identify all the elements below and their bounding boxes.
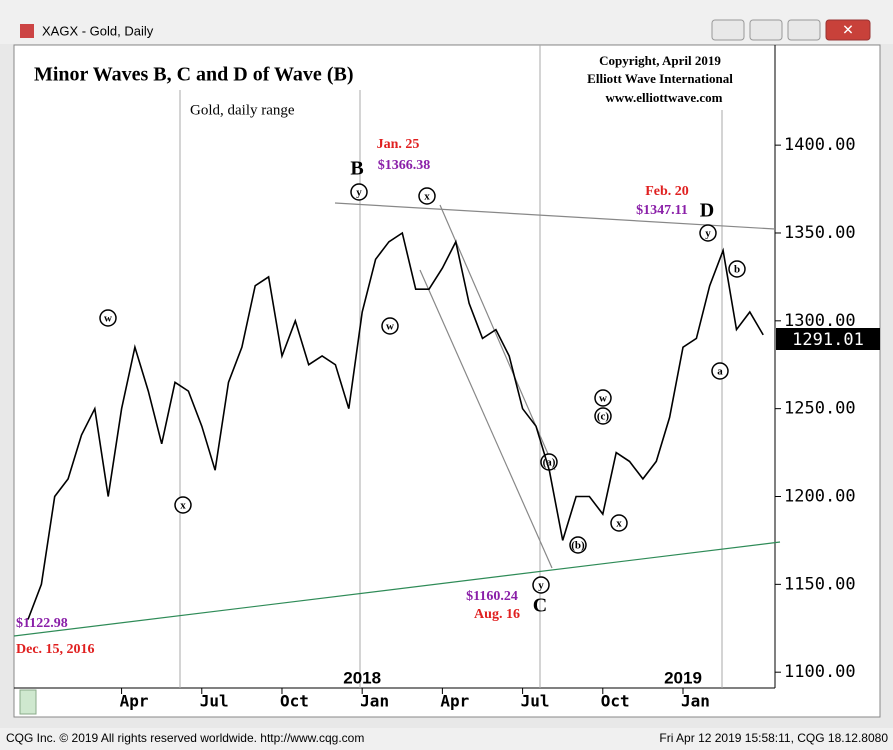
wave-circle (610, 514, 628, 532)
wave-label: b (734, 264, 740, 276)
annotation: Dec. 15, 2016 (16, 642, 95, 657)
x-tick-label: Apr (440, 692, 469, 711)
y-tick-label: 1400.00 (784, 135, 856, 155)
app-icon (20, 24, 34, 38)
wave-circle (699, 224, 717, 242)
wave-label: w (599, 393, 607, 405)
minimize-button[interactable] (749, 19, 783, 41)
x-tick-label: Jul (521, 692, 550, 711)
y-tick-label: 1250.00 (784, 399, 856, 419)
lower-trend-line (13, 541, 781, 637)
wave-letter: B (350, 158, 363, 180)
upper-trend-line (334, 202, 776, 230)
chart-subtitle: Gold, daily range (190, 102, 295, 118)
annotation: $1347.11 (636, 203, 688, 218)
y-tick-label: 1150.00 (784, 574, 856, 594)
annotation: Feb. 20 (645, 184, 689, 199)
maximize-button[interactable] (787, 19, 821, 41)
annotation: $1366.38 (378, 158, 431, 173)
plot: 1100.00 1150.00 1200.00 1250.00 1300.00 1350.… (27, 135, 856, 711)
last-price-box (776, 328, 880, 350)
copyright: Copyright, April 2019 (599, 53, 721, 68)
annotation: $1122.98 (16, 616, 68, 631)
annotation: Aug. 16 (474, 607, 520, 622)
annotation: Jan. 25 (377, 137, 420, 152)
wave-label: (b) (571, 540, 585, 552)
close-button[interactable] (825, 19, 871, 41)
x-year-label: 2018 (343, 668, 381, 687)
x-tick-label: Oct (601, 692, 630, 711)
wave-label: a (717, 366, 723, 378)
x-year-label: 2019 (664, 668, 702, 687)
x-tick-label: Jan (360, 692, 389, 711)
x-tick-label: Jul (200, 692, 229, 711)
wave-circle (594, 389, 612, 407)
wave-circle (174, 496, 192, 514)
y-tick-label: 1300.00 (784, 311, 856, 331)
status-left: CQG Inc. © 2019 All rights reserved worl… (6, 731, 364, 745)
chart-title: Minor Waves B, C and D of Wave (B) (34, 64, 353, 86)
wave-label: w (386, 321, 394, 333)
wave-label: x (180, 500, 186, 512)
wave-circle (99, 309, 117, 327)
wave-label: x (616, 518, 622, 530)
last-price: 1291.01 (792, 330, 864, 350)
wave-circle (350, 183, 368, 201)
wave-circle (569, 536, 587, 554)
status-right: Fri Apr 12 2019 15:58:11, CQG 18.12.8080 (659, 731, 888, 745)
y-tick-label: 1200.00 (784, 487, 856, 507)
copyright: www.elliottwave.com (606, 90, 723, 105)
wave-circles: y x w w x y (a) (b) w (c) x y b a (99, 183, 746, 594)
wave-letter: C (533, 595, 547, 617)
link-button[interactable] (711, 19, 745, 41)
chart-area (13, 44, 881, 718)
wave-label: w (104, 313, 112, 325)
y-tick-label: 1100.00 (784, 662, 856, 682)
price-line (27, 231, 764, 620)
annotation: $1160.24 (466, 589, 518, 604)
wave-circle (532, 576, 550, 594)
wave-label: (c) (597, 411, 610, 423)
x-tick-label: Jan (681, 692, 710, 711)
wave-circle (418, 187, 436, 205)
wave-label: y (538, 580, 544, 592)
wave-label: (a) (543, 457, 556, 469)
scroll-marker (19, 689, 37, 715)
wave-label: x (424, 191, 430, 203)
y-tick-label: 1350.00 (784, 223, 856, 243)
wave-circle (594, 407, 612, 425)
wave-label: y (705, 228, 711, 240)
close-icon: ✕ (842, 22, 854, 38)
wave-circle (711, 362, 729, 380)
x-tick-label: Oct (280, 692, 309, 711)
wave-circle (381, 317, 399, 335)
wave-label: y (356, 187, 362, 199)
status-bar (0, 728, 893, 750)
wave-letter: D (700, 200, 714, 222)
x-tick-label: Apr (120, 692, 149, 711)
channel-line (419, 269, 553, 569)
window-title: XAGX - Gold, Daily (42, 23, 154, 38)
copyright: Elliott Wave International (587, 71, 733, 86)
wave-circle (728, 260, 746, 278)
